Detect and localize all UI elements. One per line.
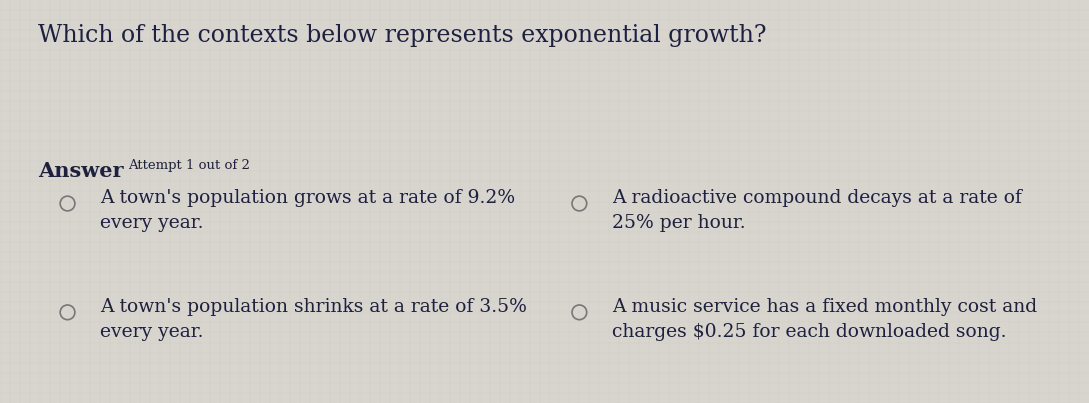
- Text: Attempt 1 out of 2: Attempt 1 out of 2: [129, 159, 250, 172]
- Text: Which of the contexts below represents exponential growth?: Which of the contexts below represents e…: [38, 24, 767, 47]
- Text: A town's population grows at a rate of 9.2%
every year.: A town's population grows at a rate of 9…: [100, 189, 515, 233]
- Text: A town's population shrinks at a rate of 3.5%
every year.: A town's population shrinks at a rate of…: [100, 298, 527, 341]
- Text: Answer: Answer: [38, 161, 124, 181]
- Text: A music service has a fixed monthly cost and
charges $0.25 for each downloaded s: A music service has a fixed monthly cost…: [612, 298, 1037, 341]
- Text: A radioactive compound decays at a rate of
25% per hour.: A radioactive compound decays at a rate …: [612, 189, 1021, 233]
